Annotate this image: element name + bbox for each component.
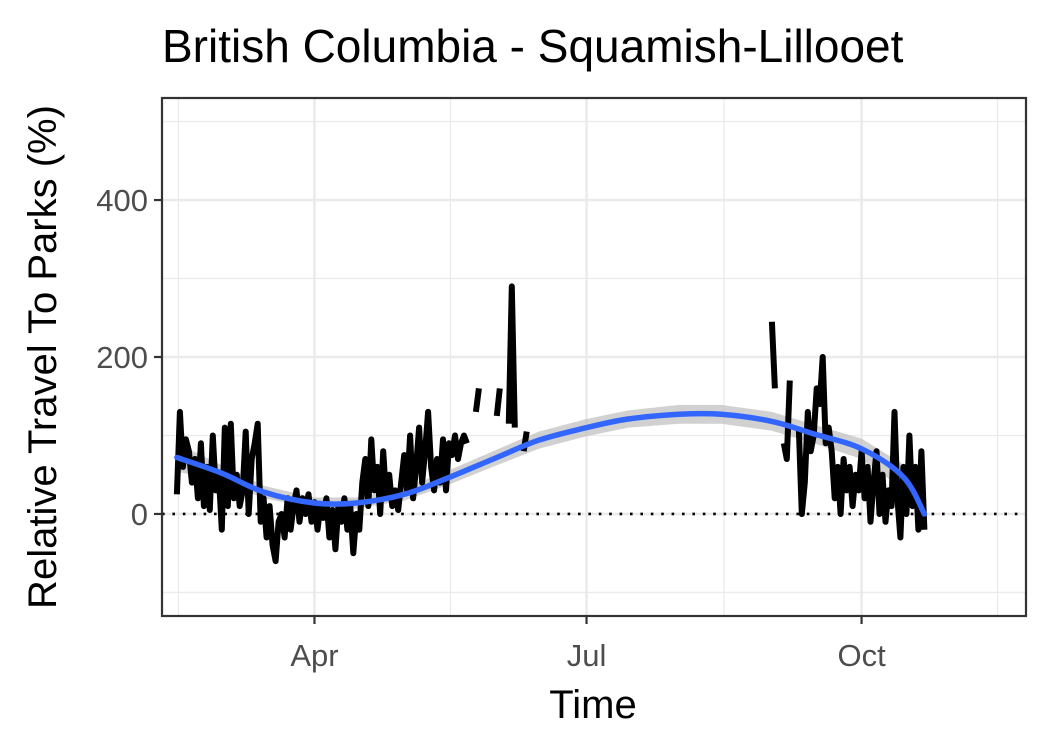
x-axis-title: Time <box>549 683 636 727</box>
smooth-line <box>174 410 928 517</box>
x-tick-label: Oct <box>837 638 886 673</box>
x-tick-label: Jul <box>567 638 607 673</box>
series-lines <box>173 283 928 565</box>
series-line-segment <box>505 283 518 428</box>
x-tick-label: Apr <box>290 638 338 673</box>
series-line-segment <box>173 408 470 565</box>
series-line-segment <box>493 388 503 417</box>
series-line-segment <box>768 321 778 389</box>
smooth-trend-line <box>174 410 928 517</box>
series-line-segment <box>780 380 793 462</box>
y-axis-title: Relative Travel To Parks (%) <box>21 105 65 609</box>
axis-ticks: 0 200 400 Apr Jul Oct <box>96 183 886 673</box>
y-tick-label: 0 <box>131 497 148 532</box>
y-tick-label: 400 <box>96 183 148 218</box>
chart-title: British Columbia - Squamish-Lillooet <box>162 20 904 72</box>
series-line-segment <box>472 388 482 413</box>
y-tick-label: 200 <box>96 340 148 375</box>
